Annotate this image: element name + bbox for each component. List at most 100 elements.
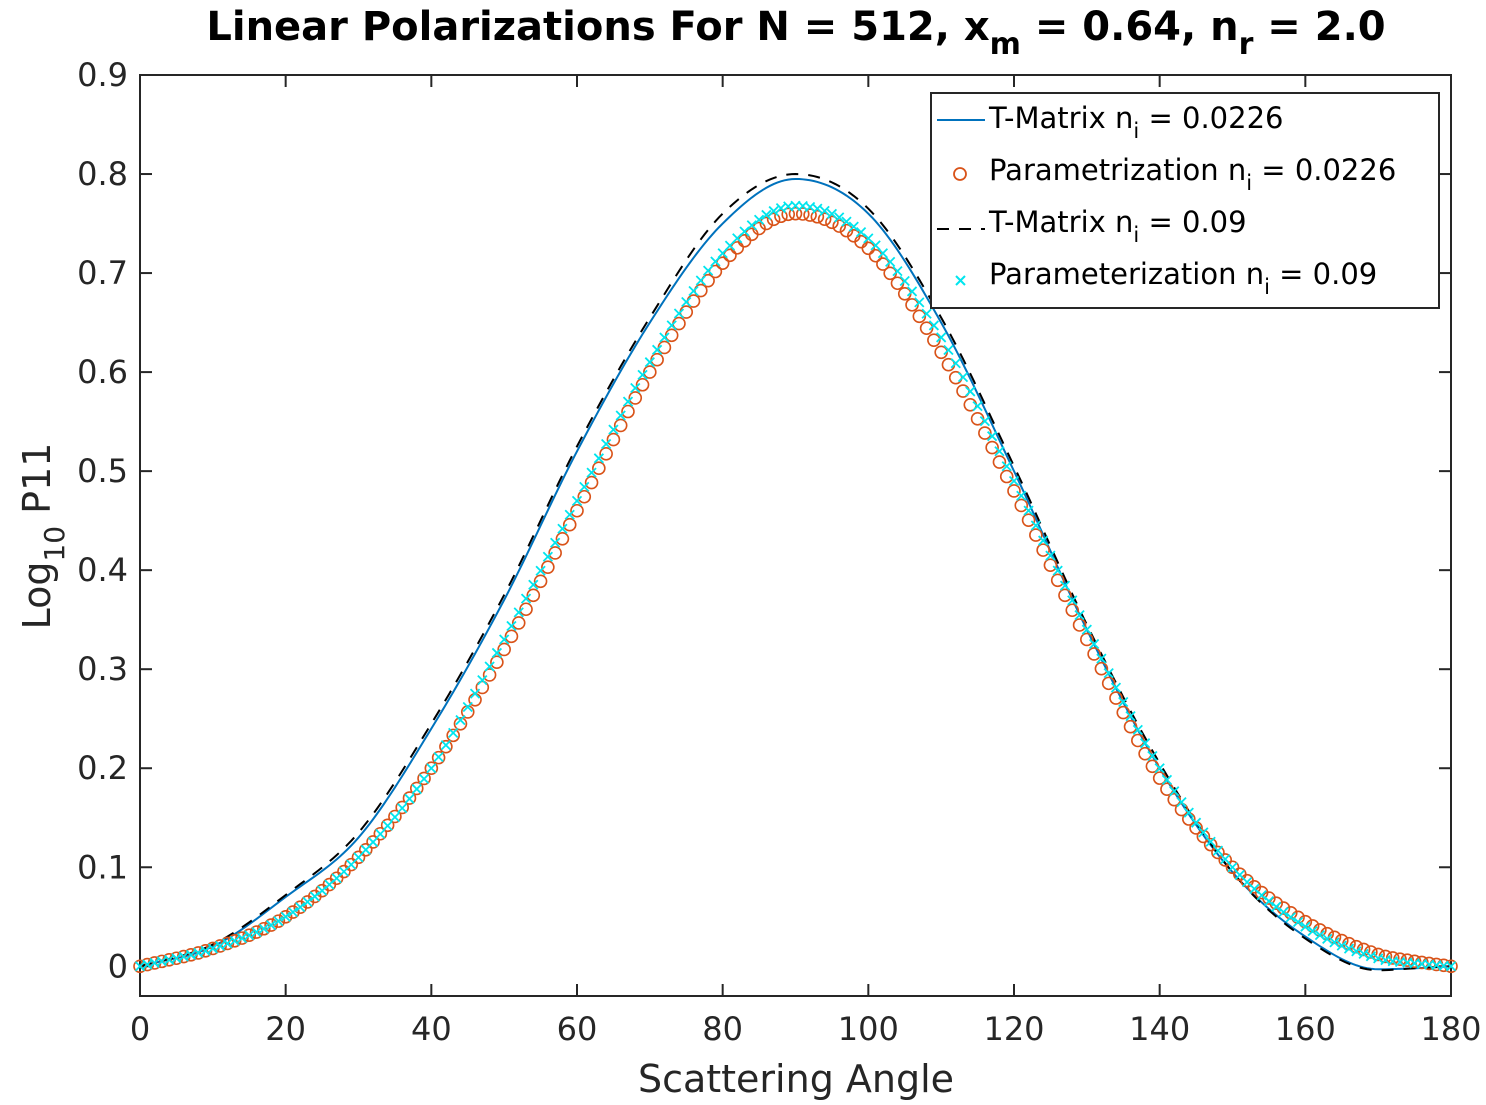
data-point	[1211, 845, 1225, 860]
data-point	[431, 750, 446, 765]
data-point	[759, 216, 774, 231]
data-point	[404, 793, 415, 804]
y-tick-label: 0.6	[77, 353, 128, 391]
data-point-stroke	[207, 943, 218, 954]
data-point-stroke	[1343, 943, 1355, 954]
data-point-stroke	[542, 551, 554, 562]
data-point-stroke	[360, 844, 371, 855]
data-point	[1139, 738, 1151, 749]
data-point	[1263, 896, 1275, 907]
data-point	[1203, 837, 1218, 852]
data-point	[1285, 912, 1296, 923]
data-point-stroke	[440, 740, 452, 751]
data-point	[659, 332, 670, 343]
data-point-stroke	[666, 320, 677, 331]
data-point-stroke	[1096, 653, 1107, 664]
data-point	[1030, 520, 1041, 531]
data-point	[1147, 750, 1158, 762]
y-tick-label: 0.5	[77, 452, 128, 490]
data-point-stroke	[1307, 925, 1318, 937]
data-point-stroke	[1118, 696, 1129, 708]
data-point-stroke	[1358, 948, 1369, 960]
data-point	[1021, 513, 1036, 527]
data-point-stroke	[251, 926, 262, 938]
data-point	[606, 432, 621, 447]
data-point-stroke	[236, 932, 248, 944]
data-point	[280, 911, 291, 922]
data-point	[644, 357, 655, 368]
data-point	[688, 285, 699, 297]
data-point-stroke	[1037, 535, 1049, 546]
data-point	[702, 265, 714, 276]
data-point-stroke	[783, 201, 794, 212]
data-point-stroke	[222, 938, 233, 949]
data-point	[841, 216, 852, 227]
data-point	[957, 371, 969, 383]
data-point	[906, 286, 918, 297]
data-point-stroke	[972, 401, 983, 412]
data-point-stroke	[142, 959, 153, 970]
legend-entry-tmatrix-0226: T-Matrix ni = 0.0226	[988, 101, 1283, 143]
data-point-stroke	[171, 953, 182, 964]
data-point-stroke	[979, 415, 991, 427]
data-point	[337, 864, 351, 879]
data-point	[892, 265, 903, 277]
y-tick-label: 0.2	[77, 749, 128, 787]
data-point-stroke	[404, 793, 415, 804]
data-point-stroke	[936, 332, 947, 343]
data-point	[278, 909, 293, 924]
data-point	[994, 446, 1005, 457]
data-point-stroke	[1059, 580, 1071, 591]
x-tick-label: 20	[265, 1010, 306, 1048]
data-point	[592, 461, 606, 476]
data-point-stroke	[1263, 896, 1275, 907]
chart-title-main: Linear Polarizations For N = 512, x	[206, 4, 989, 50]
data-point	[1110, 682, 1122, 693]
data-point-stroke	[258, 923, 269, 934]
x-tick-label: 120	[983, 1010, 1044, 1048]
data-point	[358, 842, 373, 857]
data-point	[265, 919, 277, 931]
data-point-stroke	[506, 620, 517, 632]
data-point	[1174, 802, 1189, 817]
data-point	[753, 214, 765, 225]
data-point	[1351, 946, 1362, 957]
data-point	[571, 495, 583, 506]
data-point	[1072, 618, 1087, 632]
data-point	[519, 602, 533, 617]
data-point	[681, 296, 692, 308]
data-point	[1087, 647, 1101, 661]
data-point	[599, 447, 613, 461]
data-point	[1183, 807, 1194, 818]
data-point-stroke	[1023, 505, 1034, 516]
data-point-stroke	[163, 954, 175, 965]
x-tick-label: 0	[130, 1010, 150, 1048]
data-point	[978, 426, 992, 440]
x-tick-label: 160	[1275, 1010, 1336, 1048]
data-point-stroke	[1365, 951, 1377, 962]
data-point	[564, 509, 575, 520]
data-point	[710, 256, 721, 267]
data-point	[1292, 916, 1304, 928]
data-point-stroke	[1132, 724, 1143, 735]
data-point-stroke	[491, 647, 503, 659]
data-point	[810, 209, 825, 224]
data-point	[207, 943, 218, 954]
data-point	[1036, 543, 1050, 557]
data-point	[877, 248, 889, 259]
data-point	[950, 358, 961, 369]
data-point	[752, 221, 766, 236]
data-point	[550, 537, 561, 548]
data-point	[1271, 901, 1282, 912]
data-point-stroke	[1067, 595, 1078, 606]
data-point	[375, 828, 386, 840]
data-point-stroke	[426, 763, 437, 774]
legend-swatch-param-09	[955, 275, 966, 286]
data-point	[557, 523, 568, 534]
data-point	[1007, 484, 1021, 498]
data-point	[497, 642, 511, 657]
data-point	[768, 205, 779, 217]
data-point	[229, 935, 240, 946]
data-point	[418, 773, 430, 785]
data-point-stroke	[1249, 883, 1260, 895]
